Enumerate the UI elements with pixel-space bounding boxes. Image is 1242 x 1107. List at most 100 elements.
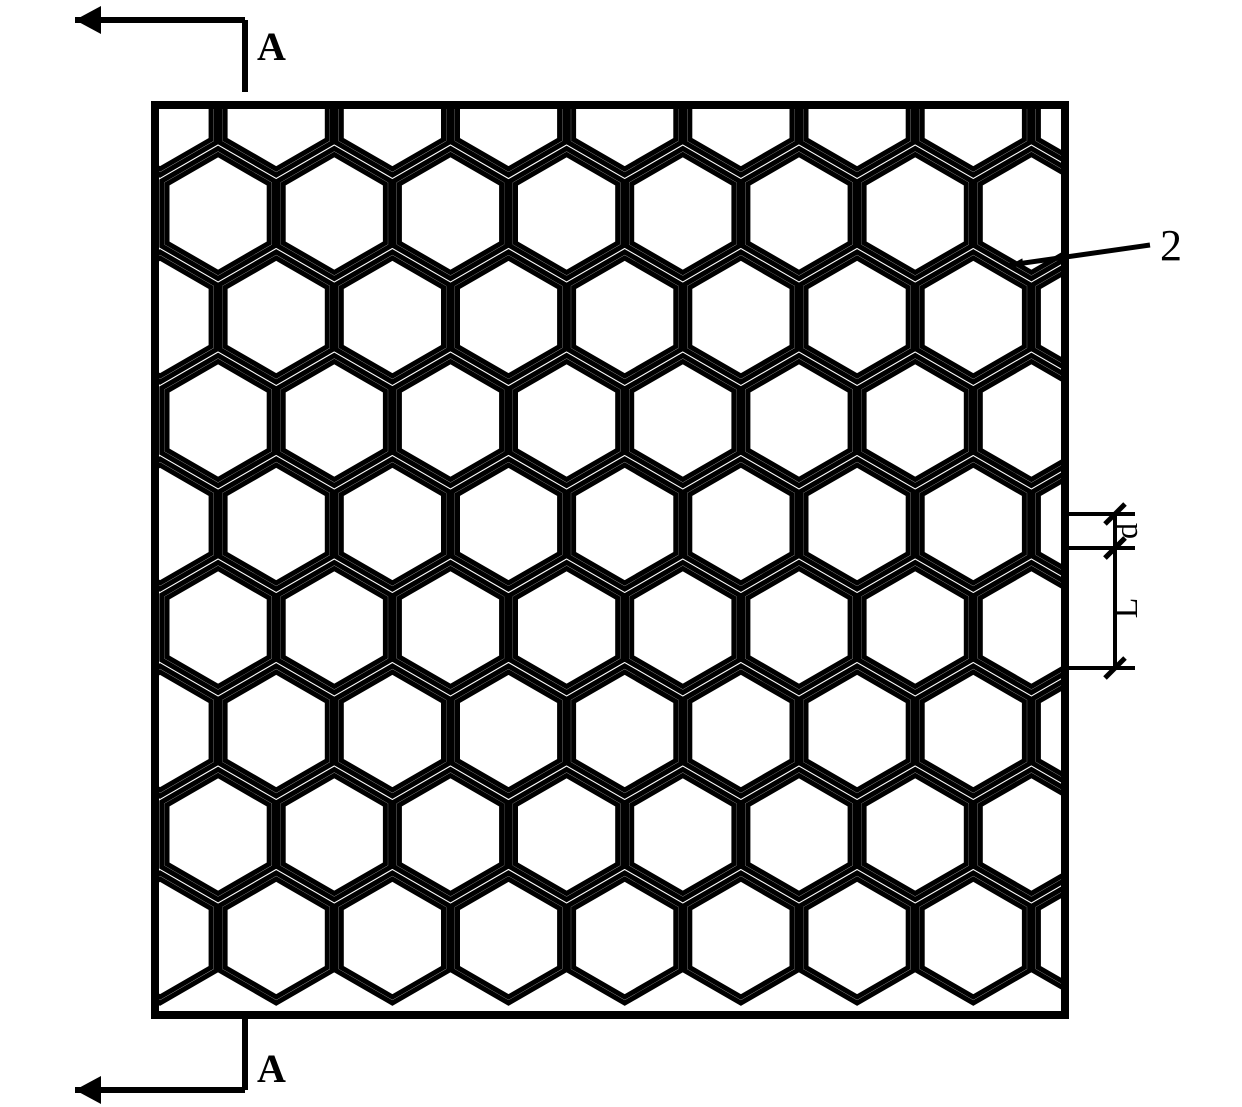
- hex-cell-inner: [109, 672, 211, 790]
- dim-L-label: L: [1108, 598, 1145, 619]
- hex-cell-outer: [1033, 45, 1146, 175]
- hex-cell-inner: [1038, 51, 1140, 169]
- hex-cell-inner: [864, 776, 966, 894]
- hex-cell-outer: [743, 563, 856, 693]
- hex-cell-inner: [748, 155, 850, 273]
- hex-cell-inner: [922, 258, 1024, 376]
- hex-cell-outer: [917, 459, 1030, 589]
- hex-cell-inner: [516, 362, 618, 480]
- hex-cell-inner: [806, 879, 908, 997]
- hex-cell-inner: [632, 155, 734, 273]
- hex-cell-outer: [975, 770, 1088, 900]
- hex-cell-inner: [167, 155, 269, 273]
- hex-cell-inner: [574, 879, 676, 997]
- hex-cell-inner: [341, 258, 443, 376]
- hex-cell-inner: [632, 362, 734, 480]
- section-label-top: A: [257, 24, 286, 69]
- hex-cell-inner: [1038, 258, 1140, 376]
- hex-cell-inner: [806, 465, 908, 583]
- hex-cell-outer: [568, 459, 681, 589]
- hex-cell-inner: [283, 569, 385, 687]
- hex-cell-outer: [220, 666, 333, 796]
- hex-cell-inner: [690, 258, 792, 376]
- hex-cell-inner: [922, 879, 1024, 997]
- hex-cell-inner: [922, 672, 1024, 790]
- hex-cell-inner: [458, 465, 560, 583]
- hex-cell-inner: [806, 672, 908, 790]
- hex-cell-inner: [922, 465, 1024, 583]
- hex-cell-inner: [864, 155, 966, 273]
- hex-cell-outer: [917, 45, 1030, 175]
- leader-2-label: 2: [1160, 221, 1182, 270]
- section-label-bottom: A: [257, 1046, 286, 1091]
- hex-cell-outer: [627, 149, 740, 279]
- hex-cell-inner: [748, 362, 850, 480]
- hex-cell-inner: [632, 569, 734, 687]
- hex-cell-inner: [341, 465, 443, 583]
- hex-cell-inner: [283, 776, 385, 894]
- hex-cell-inner: [806, 51, 908, 169]
- hex-cell-outer: [801, 666, 914, 796]
- hex-cell-outer: [568, 666, 681, 796]
- hex-cell-inner: [341, 879, 443, 997]
- hex-cell-outer: [336, 252, 449, 382]
- hex-cell-inner: [574, 672, 676, 790]
- hex-cell-inner: [748, 776, 850, 894]
- hex-cell-outer: [452, 459, 565, 589]
- hex-cell-outer: [568, 252, 681, 382]
- hex-cell-outer: [975, 563, 1088, 693]
- hex-cell-outer: [278, 563, 391, 693]
- hex-cell-inner: [690, 672, 792, 790]
- hex-cell-inner: [458, 672, 560, 790]
- hex-cell-outer: [394, 563, 507, 693]
- hex-cell-outer: [627, 563, 740, 693]
- hex-cell-inner: [167, 776, 269, 894]
- hex-cell-outer: [394, 356, 507, 486]
- hex-cell-outer: [743, 149, 856, 279]
- hex-cell-outer: [452, 873, 565, 1003]
- hex-cell-outer: [975, 149, 1088, 279]
- hex-cell-outer: [510, 149, 623, 279]
- hex-cell-outer: [917, 252, 1030, 382]
- hex-cell-outer: [162, 356, 275, 486]
- hex-cell-inner: [167, 569, 269, 687]
- hex-cell-outer: [627, 770, 740, 900]
- hex-cell-inner: [748, 569, 850, 687]
- hex-cell-outer: [510, 770, 623, 900]
- hex-cell-inner: [225, 879, 327, 997]
- hex-cell-outer: [1091, 356, 1204, 486]
- hex-cell-outer: [394, 770, 507, 900]
- hex-cell-inner: [225, 258, 327, 376]
- hex-cell-outer: [452, 252, 565, 382]
- technical-diagram: AA2Ld: [0, 0, 1242, 1107]
- hex-cell-outer: [336, 45, 449, 175]
- hex-cell-outer: [452, 666, 565, 796]
- hex-cell-outer: [220, 459, 333, 589]
- hex-cell-outer: [801, 459, 914, 589]
- hex-cell-inner: [341, 672, 443, 790]
- hex-cell-inner: [399, 569, 501, 687]
- hex-cell-inner: [399, 155, 501, 273]
- section-arrowhead-bottom: [75, 1076, 101, 1104]
- hex-cell-inner: [1038, 879, 1140, 997]
- hex-cell-outer: [220, 873, 333, 1003]
- hex-cell-outer: [104, 666, 217, 796]
- hex-cell-outer: [452, 45, 565, 175]
- hex-cell-outer: [859, 563, 972, 693]
- hex-cell-inner: [806, 258, 908, 376]
- hex-cell-inner: [458, 879, 560, 997]
- hex-cell-inner: [167, 362, 269, 480]
- hex-cell-outer: [104, 873, 217, 1003]
- hex-cell-outer: [1033, 873, 1146, 1003]
- hex-cell-inner: [690, 465, 792, 583]
- hex-cell-outer: [975, 356, 1088, 486]
- hex-cell-inner: [864, 362, 966, 480]
- hex-cell-outer: [801, 252, 914, 382]
- hex-cell-inner: [574, 51, 676, 169]
- hex-cell-outer: [336, 873, 449, 1003]
- hex-cell-outer: [278, 770, 391, 900]
- hex-cell-outer: [743, 356, 856, 486]
- hex-cell-inner: [1097, 155, 1199, 273]
- hex-cell-outer: [278, 149, 391, 279]
- honeycomb-pattern: [104, 45, 1204, 1003]
